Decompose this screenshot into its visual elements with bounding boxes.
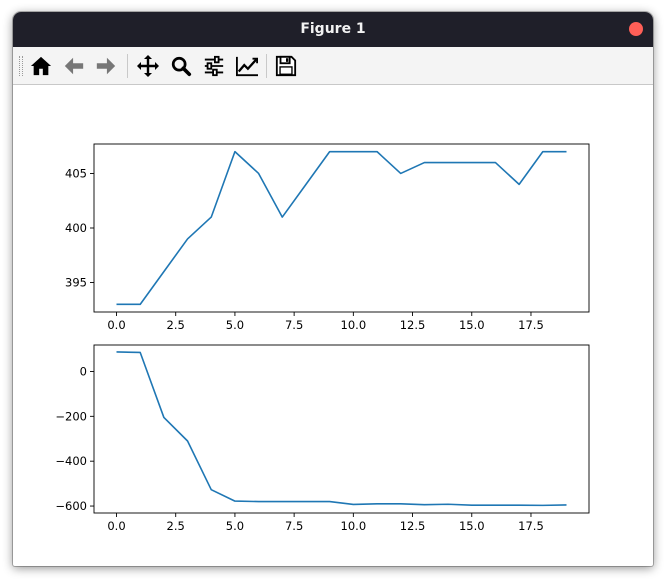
x-tick-label: 0.0 <box>107 318 125 332</box>
figure-window: Figure 1 <box>13 12 653 566</box>
close-button[interactable] <box>629 22 643 36</box>
figure-svg[interactable]: 0.0 2.5 5.0 7.5 10.0 12.5 15.0 17.53954004050.0… <box>13 85 653 566</box>
series-line <box>116 150 567 306</box>
edit-axes-button[interactable] <box>233 52 261 80</box>
series-line <box>116 351 567 507</box>
axes-2: 0.0 2.5 5.0 7.5 10.0 12.5 15.0 17.5 0 −200 −400 −60… <box>55 344 590 533</box>
y-tick-label: 400 <box>65 221 87 235</box>
y-tick-label: −400 <box>55 454 87 468</box>
y-tick-label: −200 <box>55 409 87 423</box>
arrow-right-icon <box>96 57 116 75</box>
x-tick-label: 12.5 <box>400 318 426 332</box>
x-tick-label: 5.0 <box>226 318 244 332</box>
x-tick-label: 15.0 <box>459 318 485 332</box>
magnifier-icon <box>171 56 192 77</box>
window-title: Figure 1 <box>300 21 366 37</box>
y-tick-label: 405 <box>65 166 87 180</box>
axes-frame <box>93 143 590 313</box>
y-tick-label: 395 <box>65 276 87 290</box>
arrow-left-icon <box>64 57 84 75</box>
figure-canvas[interactable]: 0.0 2.5 5.0 7.5 10.0 12.5 15.0 17.5 395 400 405 0.0… <box>13 85 653 566</box>
axes-frame <box>93 344 590 514</box>
navigation-toolbar <box>13 47 653 85</box>
back-button[interactable] <box>60 52 88 80</box>
move-icon <box>137 55 159 77</box>
x-tick-label: 5.0 <box>226 519 244 533</box>
forward-button[interactable] <box>92 52 120 80</box>
x-tick-label: 0.0 <box>107 519 125 533</box>
title-bar[interactable]: Figure 1 <box>13 12 653 47</box>
toolbar-separator <box>127 54 128 78</box>
line-chart-icon <box>236 56 258 77</box>
zoom-button[interactable] <box>167 52 195 80</box>
x-tick-label: 10.0 <box>341 519 367 533</box>
y-tick-label: −600 <box>55 499 87 513</box>
x-tick-label: 2.5 <box>167 318 185 332</box>
x-tick-label: 17.5 <box>518 318 544 332</box>
home-icon <box>30 56 52 76</box>
x-tick-label: 15.0 <box>459 519 485 533</box>
x-tick-label: 2.5 <box>167 519 185 533</box>
configure-subplots-button[interactable] <box>200 52 228 80</box>
x-tick-label: 12.5 <box>400 519 426 533</box>
y-tick-label: 0 <box>80 364 87 378</box>
sliders-icon <box>204 55 224 77</box>
x-tick-label: 7.5 <box>285 519 303 533</box>
toolbar-grip[interactable] <box>19 56 23 76</box>
x-tick-label: 10.0 <box>341 318 367 332</box>
floppy-disk-icon <box>275 55 297 77</box>
axes-1: 0.0 2.5 5.0 7.5 10.0 12.5 15.0 17.5 395 400 405 <box>65 143 590 332</box>
x-tick-label: 17.5 <box>518 519 544 533</box>
save-button[interactable] <box>272 52 300 80</box>
home-button[interactable] <box>27 52 55 80</box>
x-tick-label: 7.5 <box>285 318 303 332</box>
pan-button[interactable] <box>134 52 162 80</box>
toolbar-separator <box>266 54 267 78</box>
